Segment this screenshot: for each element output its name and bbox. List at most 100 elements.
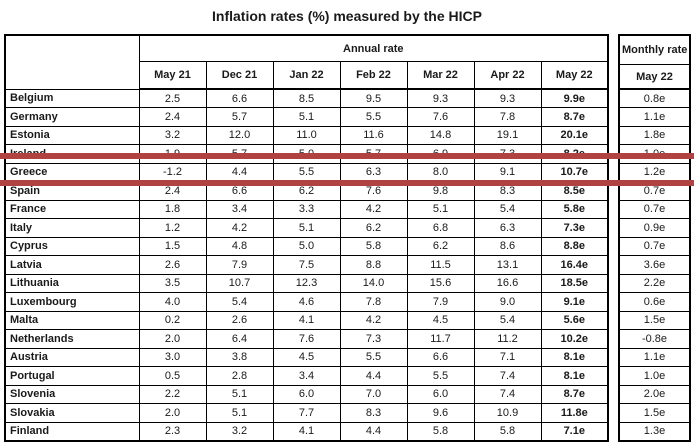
value-cell: 14.8 xyxy=(406,125,475,145)
value-cell: 9.1 xyxy=(473,162,542,182)
value-cell: 5.7 xyxy=(205,144,274,164)
value-cell: 8.3 xyxy=(473,181,542,201)
value-cell: 13.1 xyxy=(473,255,542,275)
monthly-value-cell: 1.5e xyxy=(618,403,691,423)
value-cell: 6.2 xyxy=(406,236,475,256)
monthly-value-cell: 0.9e xyxy=(618,218,691,238)
value-cell: 5.0 xyxy=(272,236,341,256)
value-cell: 0.5 xyxy=(138,366,207,386)
value-cell: 3.2 xyxy=(205,421,274,441)
table-row: Luxembourg 4.0 5.4 4.6 7.8 7.9 9.0 9.1e xyxy=(4,292,609,312)
value-cell: 18.5e xyxy=(540,273,609,293)
month-column-header: Apr 22 xyxy=(473,61,542,90)
value-cell: 7.9 xyxy=(406,292,475,312)
country-cell: Slovenia xyxy=(4,384,140,404)
month-column-header: May 22 xyxy=(540,61,609,90)
value-cell: 3.4 xyxy=(272,366,341,386)
monthly-table-row: 1.8e xyxy=(618,125,691,145)
value-cell: 8.8 xyxy=(339,255,408,275)
value-cell: 19.1 xyxy=(473,125,542,145)
value-cell: 11.8e xyxy=(540,403,609,423)
table-row: Portugal 0.5 2.8 3.4 4.4 5.5 7.4 8.1e xyxy=(4,366,609,386)
monthly-rate-table: Monthly rate May 22 0.8e 1.1e 1.8e 1.0e 1.2e… xyxy=(618,34,691,442)
value-cell: 4.1 xyxy=(272,310,341,330)
monthly-value-cell: 1.3e xyxy=(618,421,691,441)
value-cell: -1.2 xyxy=(138,162,207,182)
monthly-table-row: 0.7e xyxy=(618,199,691,219)
value-cell: 8.7e xyxy=(540,107,609,127)
country-cell: Slovakia xyxy=(4,403,140,423)
value-cell: 8.5e xyxy=(540,181,609,201)
value-cell: 5.1 xyxy=(205,403,274,423)
value-cell: 10.7 xyxy=(205,273,274,293)
value-cell: 5.8 xyxy=(406,421,475,441)
value-cell: 6.6 xyxy=(205,181,274,201)
country-cell: Austria xyxy=(4,347,140,367)
monthly-value-cell: 0.6e xyxy=(618,292,691,312)
monthly-value-cell: -0.8e xyxy=(618,329,691,349)
value-cell: 9.1e xyxy=(540,292,609,312)
value-cell: 6.2 xyxy=(339,218,408,238)
value-cell: 5.7 xyxy=(205,107,274,127)
value-cell: 9.5 xyxy=(339,88,408,108)
table-row: Estonia 3.2 12.0 11.0 11.6 14.8 19.1 20.1e xyxy=(4,125,609,145)
month-column-header: May 21 xyxy=(138,61,207,90)
table-row: Finland 2.3 3.2 4.1 4.4 5.8 5.8 7.1e xyxy=(4,421,609,441)
value-cell: 6.3 xyxy=(473,218,542,238)
monthly-table-row: 1.5e xyxy=(618,310,691,330)
value-cell: 5.8 xyxy=(339,236,408,256)
corner-cell xyxy=(4,34,140,90)
value-cell: 14.0 xyxy=(339,273,408,293)
monthly-value-cell: 0.7e xyxy=(618,236,691,256)
table-row: Ireland 1.9 5.7 5.0 5.7 6.9 7.3 8.2e xyxy=(4,144,609,164)
value-cell: 9.0 xyxy=(473,292,542,312)
table-row: Malta 0.2 2.6 4.1 4.2 4.5 5.4 5.6e xyxy=(4,310,609,330)
country-cell: Finland xyxy=(4,421,140,441)
value-cell: 4.1 xyxy=(272,421,341,441)
value-cell: 7.5 xyxy=(272,255,341,275)
value-cell: 4.8 xyxy=(205,236,274,256)
value-cell: 8.0 xyxy=(406,162,475,182)
value-cell: 1.2 xyxy=(138,218,207,238)
monthly-table-row: 1.1e xyxy=(618,347,691,367)
value-cell: 10.7e xyxy=(540,162,609,182)
monthly-table-row: 1.5e xyxy=(618,403,691,423)
value-cell: 5.1 xyxy=(272,107,341,127)
value-cell: 4.5 xyxy=(406,310,475,330)
value-cell: 20.1e xyxy=(540,125,609,145)
table-row: Lithuania 3.5 10.7 12.3 14.0 15.6 16.6 18.5e xyxy=(4,273,609,293)
value-cell: 8.8e xyxy=(540,236,609,256)
monthly-table-row: -0.8e xyxy=(618,329,691,349)
monthly-value-cell: 1.1e xyxy=(618,107,691,127)
value-cell: 5.6e xyxy=(540,310,609,330)
monthly-value-cell: 1.0e xyxy=(618,144,691,164)
monthly-value-cell: 2.2e xyxy=(618,273,691,293)
value-cell: 8.2e xyxy=(540,144,609,164)
month-column-header: Jan 22 xyxy=(272,61,341,90)
value-cell: 8.6 xyxy=(473,236,542,256)
value-cell: 4.4 xyxy=(339,366,408,386)
table-row: Slovenia 2.2 5.1 6.0 7.0 6.0 7.4 8.7e xyxy=(4,384,609,404)
value-cell: 2.6 xyxy=(205,310,274,330)
value-cell: 15.6 xyxy=(406,273,475,293)
country-cell: Belgium xyxy=(4,88,140,108)
monthly-value-cell: 1.2e xyxy=(618,162,691,182)
value-cell: 5.1 xyxy=(406,199,475,219)
table-row: France 1.8 3.4 3.3 4.2 5.1 5.4 5.8e xyxy=(4,199,609,219)
value-cell: 11.6 xyxy=(339,125,408,145)
value-cell: 5.1 xyxy=(272,218,341,238)
value-cell: 1.5 xyxy=(138,236,207,256)
table-row: Cyprus 1.5 4.8 5.0 5.8 6.2 8.6 8.8e xyxy=(4,236,609,256)
value-cell: 16.6 xyxy=(473,273,542,293)
value-cell: 6.2 xyxy=(272,181,341,201)
monthly-table-row: 1.0e xyxy=(618,366,691,386)
country-cell: Italy xyxy=(4,218,140,238)
value-cell: 3.4 xyxy=(205,199,274,219)
monthly-rate-header: Monthly rate xyxy=(618,34,691,65)
value-cell: 2.2 xyxy=(138,384,207,404)
value-cell: 8.1e xyxy=(540,347,609,367)
value-cell: 6.3 xyxy=(339,162,408,182)
table-row: Netherlands 2.0 6.4 7.6 7.3 11.7 11.2 10.2e xyxy=(4,329,609,349)
value-cell: 9.3 xyxy=(406,88,475,108)
monthly-table-row: 2.2e xyxy=(618,273,691,293)
